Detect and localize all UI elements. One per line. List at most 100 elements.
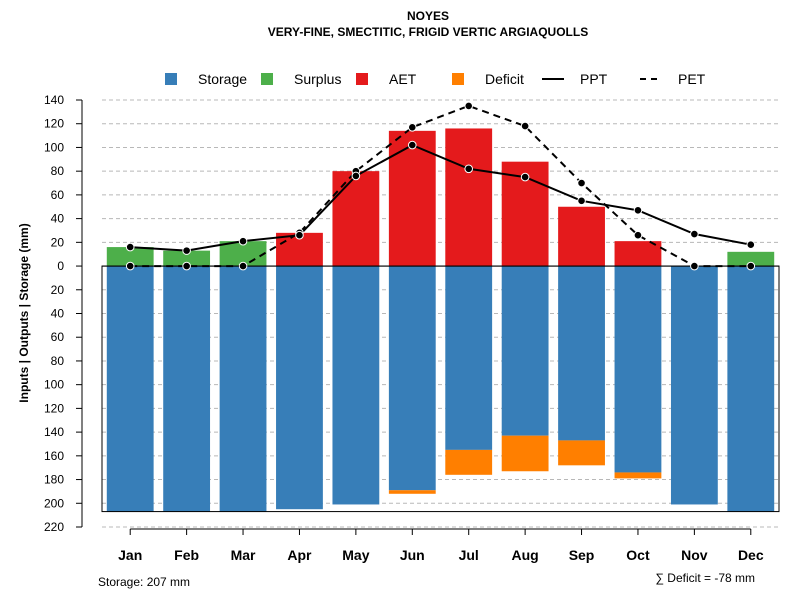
storage-bar-jan [106, 266, 154, 512]
ppt-point-jan [125, 242, 135, 252]
series-points [125, 101, 756, 271]
storage-bar-aug [501, 266, 549, 436]
legend-label-aet: AET [389, 71, 417, 87]
month-label-apr: Apr [287, 547, 312, 563]
legend-item-pet: PET [640, 71, 706, 87]
aet-bar-jul [445, 128, 493, 267]
legend-swatch-surplus [261, 73, 273, 85]
legend-label-storage: Storage [198, 71, 247, 87]
pet-point-nov [690, 261, 699, 271]
aet-bar-oct [614, 241, 662, 267]
storage-bar-jun [388, 266, 436, 491]
y-tick-label: 0 [57, 259, 64, 273]
legend-label-surplus: Surplus [294, 71, 341, 87]
month-label-jul: Jul [459, 547, 479, 563]
surplus-bar-jan [106, 247, 154, 267]
y-tick-label: 20 [51, 283, 65, 297]
legend-label-ppt: PPT [580, 71, 608, 87]
deficit-bar-sep [558, 440, 605, 466]
y-tick-label: 60 [51, 330, 65, 344]
deficit-footnote: ∑ Deficit = -78 mm [655, 571, 755, 585]
month-label-nov: Nov [681, 547, 708, 563]
legend-item-storage: Storage [165, 71, 247, 87]
storage-bar-apr [276, 266, 323, 510]
storage-bar-nov [670, 266, 718, 505]
month-label-mar: Mar [231, 547, 256, 563]
y-tick-label: 220 [44, 520, 64, 534]
ppt-point-jun [407, 140, 417, 150]
legend-swatch-aet [356, 73, 368, 85]
month-label-sep: Sep [569, 547, 595, 563]
aet-bar-sep [558, 206, 605, 267]
month-label-may: May [342, 547, 369, 563]
y-tick-label: 100 [44, 140, 64, 154]
surplus-bar-feb [163, 250, 211, 267]
deficit-bar-jul [445, 449, 493, 475]
storage-bar-feb [163, 266, 211, 512]
pet-point-feb [182, 261, 191, 271]
y-tick-label: 100 [44, 378, 64, 392]
y-tick-label: 160 [44, 449, 64, 463]
y-tick-label: 80 [51, 164, 65, 178]
gridlines [102, 99, 779, 528]
ppt-point-mar [238, 236, 248, 246]
pet-point-mar [238, 261, 248, 271]
ppt-point-dec [746, 240, 756, 250]
y-axis-label: Inputs | Outputs | Storage (mm) [17, 223, 31, 402]
ppt-point-may [351, 171, 361, 181]
legend-item-aet: AET [356, 71, 417, 87]
surplus-bar-dec [727, 251, 775, 267]
month-label-dec: Dec [738, 547, 764, 563]
pet-point-jan [125, 261, 135, 271]
storage-bar-sep [558, 266, 605, 441]
month-label-feb: Feb [174, 547, 199, 563]
ppt-line [130, 143, 751, 252]
ppt-point-feb [182, 246, 191, 255]
ppt-point-aug [520, 172, 530, 182]
ppt-point-nov [690, 229, 699, 239]
y-tick-label: 80 [51, 354, 65, 368]
aet-bar-may [332, 171, 380, 267]
legend: Storage Surplus AET Deficit PPT PET [165, 71, 706, 87]
chart-subtitle: VERY-FINE, SMECTITIC, FRIGID VERTIC ARGI… [268, 25, 588, 39]
y-tick-label: 60 [51, 188, 65, 202]
axes: 1401201008060402002040608010012014016018… [44, 93, 764, 563]
month-label-aug: Aug [512, 547, 539, 563]
deficit-bar-oct [614, 472, 662, 479]
month-label-jan: Jan [118, 547, 142, 563]
legend-item-deficit: Deficit [452, 71, 524, 87]
y-tick-label: 120 [44, 401, 64, 415]
y-tick-label: 40 [51, 307, 65, 321]
pet-point-jul [464, 101, 474, 111]
pet-line [130, 104, 751, 268]
legend-label-pet: PET [678, 71, 706, 87]
legend-item-ppt: PPT [542, 71, 608, 87]
ppt-point-sep [577, 196, 586, 206]
bars [106, 128, 775, 512]
legend-swatch-deficit [452, 73, 464, 85]
pet-point-jun [407, 122, 417, 132]
storage-bar-dec [727, 266, 775, 512]
storage-footnote: Storage: 207 mm [98, 575, 190, 589]
y-tick-label: 140 [44, 425, 64, 439]
storage-bar-mar [219, 266, 267, 512]
storage-bar-oct [614, 266, 662, 473]
y-tick-label: 40 [51, 212, 65, 226]
y-tick-label: 200 [44, 496, 64, 510]
month-label-jun: Jun [400, 547, 425, 563]
y-tick-label: 20 [51, 235, 65, 249]
pet-point-oct [633, 230, 643, 240]
y-tick-label: 180 [44, 473, 64, 487]
y-tick-label: 140 [44, 93, 64, 107]
pet-point-dec [746, 261, 756, 271]
deficit-bar-aug [501, 435, 549, 472]
storage-bar-jul [445, 266, 493, 450]
month-label-oct: Oct [626, 547, 650, 563]
legend-item-surplus: Surplus [261, 71, 341, 87]
legend-swatch-storage [165, 73, 177, 85]
pet-point-sep [577, 178, 586, 188]
series-lines [130, 104, 751, 268]
ppt-point-jul [464, 164, 474, 174]
ppt-point-oct [633, 206, 643, 215]
